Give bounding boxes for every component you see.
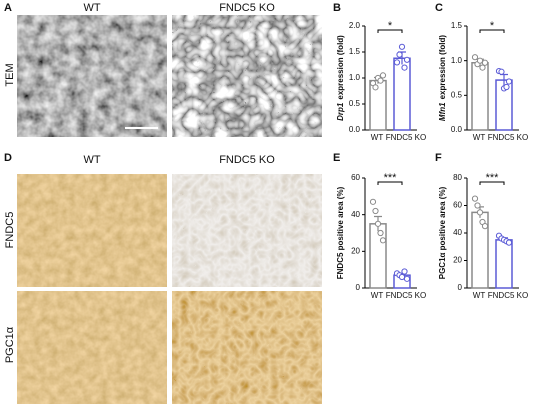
x-tick-label: FNDC5 KO xyxy=(386,291,426,300)
column-label: FNDC5 KO xyxy=(219,2,275,14)
y-tick-label: 60 xyxy=(453,201,462,210)
tem-image xyxy=(17,15,167,137)
y-axis-label-text: expression (fold) xyxy=(438,35,447,100)
ihc-image xyxy=(17,174,167,287)
row-label: FNDC5 xyxy=(4,212,16,249)
y-tick-label: 0.0 xyxy=(349,125,361,134)
y-axis-label: Drp1 expression (fold) xyxy=(336,35,345,121)
significance-bracket xyxy=(479,181,505,185)
panel-letter: C xyxy=(435,2,443,14)
data-point xyxy=(505,78,513,85)
y-tick-label: 0 xyxy=(458,283,463,292)
x-tick-label: FNDC5 KO xyxy=(488,291,528,300)
data-point xyxy=(476,57,484,64)
data-point xyxy=(377,77,384,84)
panel-letter: E xyxy=(333,152,340,164)
significance-label: *** xyxy=(486,172,500,184)
column-label: FNDC5 KO xyxy=(219,154,275,166)
bar xyxy=(495,239,513,289)
y-axis-label-text: expression (fold) xyxy=(336,35,345,100)
data-point xyxy=(403,275,411,282)
data-point xyxy=(503,83,510,91)
x-tick-label: FNDC5 KO xyxy=(386,133,426,142)
y-tick-label: 0.0 xyxy=(451,125,463,134)
y-axis-label: PGC1α positive area (%) xyxy=(438,186,447,279)
data-point xyxy=(498,68,505,75)
y-axis-label: FNDC5 positive area (%) xyxy=(336,186,345,279)
column-label: WT xyxy=(83,2,100,14)
data-point xyxy=(401,268,408,275)
column-label: WT xyxy=(83,154,100,166)
data-point xyxy=(396,51,403,58)
data-point xyxy=(372,84,379,91)
data-point xyxy=(377,229,384,237)
bar xyxy=(471,61,489,131)
y-tick-label: 20 xyxy=(351,246,360,255)
data-point xyxy=(372,207,379,215)
y-tick-label: 2.0 xyxy=(349,21,361,30)
row-label: TEM xyxy=(4,63,16,86)
y-tick-label: 1.5 xyxy=(349,47,361,56)
y-tick-label: 1.0 xyxy=(349,73,361,82)
y-axis-label-gene: Mfn1 xyxy=(438,102,447,121)
ihc-image xyxy=(172,291,322,404)
x-tick-label: FNDC5 KO xyxy=(488,133,528,142)
y-tick-label: 60 xyxy=(351,173,360,182)
significance-bracket xyxy=(377,29,403,33)
y-tick-label: 40 xyxy=(351,210,360,219)
data-point xyxy=(374,220,382,227)
y-tick-label: 0 xyxy=(356,283,361,292)
significance-label: * xyxy=(388,20,393,32)
y-tick-label: 80 xyxy=(453,173,462,182)
panel-letter: D xyxy=(4,152,12,164)
ihc-image xyxy=(172,174,322,287)
panel-letter: B xyxy=(333,2,341,14)
data-point xyxy=(398,273,406,281)
data-point xyxy=(369,198,377,205)
data-point xyxy=(474,202,481,209)
y-axis-label: Mfn1 expression (fold) xyxy=(438,35,447,121)
tem-image xyxy=(172,15,322,137)
data-point xyxy=(401,64,408,71)
significance-label: * xyxy=(490,20,495,32)
data-point xyxy=(379,72,387,79)
x-tick-label: WT xyxy=(473,133,486,142)
data-point xyxy=(479,64,486,71)
data-point xyxy=(398,43,406,50)
data-point xyxy=(471,54,479,61)
y-tick-label: 1.5 xyxy=(451,21,463,30)
significance-bracket xyxy=(479,29,505,33)
data-point xyxy=(379,237,387,244)
x-tick-label: WT xyxy=(473,291,486,300)
data-point xyxy=(471,195,479,202)
x-tick-label: WT xyxy=(371,133,384,142)
data-point xyxy=(481,59,489,66)
ihc-image xyxy=(17,291,167,404)
data-point xyxy=(393,59,401,66)
data-point xyxy=(505,239,513,246)
y-tick-label: 0.5 xyxy=(349,99,361,108)
data-point xyxy=(476,209,484,216)
data-point xyxy=(481,223,489,230)
y-tick-label: 1.0 xyxy=(451,56,463,65)
y-axis-label-gene: Drp1 xyxy=(336,102,345,121)
x-tick-label: WT xyxy=(371,291,384,300)
significance-label: *** xyxy=(384,172,398,184)
y-tick-label: 20 xyxy=(453,256,462,265)
data-point xyxy=(403,56,411,63)
panel-letter: F xyxy=(435,152,442,164)
row-label: PGC1α xyxy=(4,326,16,363)
significance-bracket xyxy=(377,181,403,185)
panel-letter: A xyxy=(4,2,12,14)
y-tick-label: 40 xyxy=(453,228,462,237)
y-tick-label: 0.5 xyxy=(451,90,463,99)
